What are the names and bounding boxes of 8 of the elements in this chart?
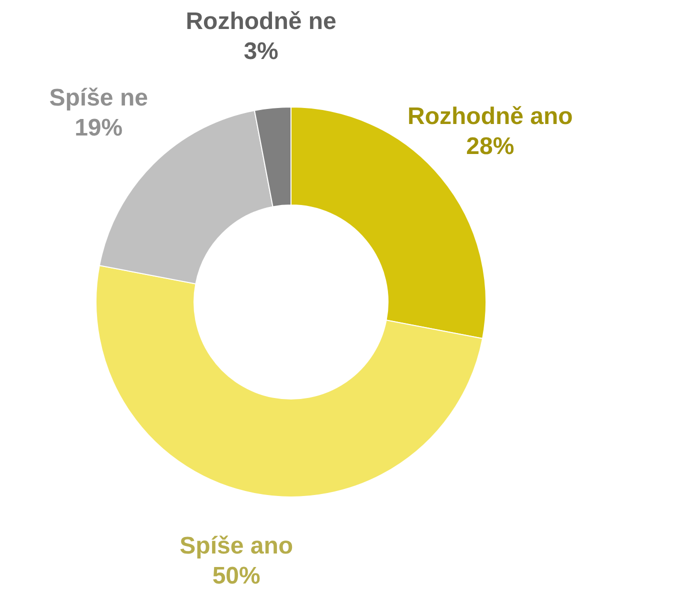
slice-label: Spíše ne bbox=[49, 84, 148, 112]
data-label: 50% bbox=[212, 562, 260, 590]
slice-label: Spíše ano bbox=[180, 532, 294, 560]
data-label: 28% bbox=[466, 133, 514, 160]
data-label: 3% bbox=[244, 38, 278, 66]
slice-label: Rozhodně ano bbox=[408, 103, 573, 130]
slice-label: Rozhodně ne bbox=[186, 8, 336, 36]
data-label: 19% bbox=[74, 114, 123, 142]
